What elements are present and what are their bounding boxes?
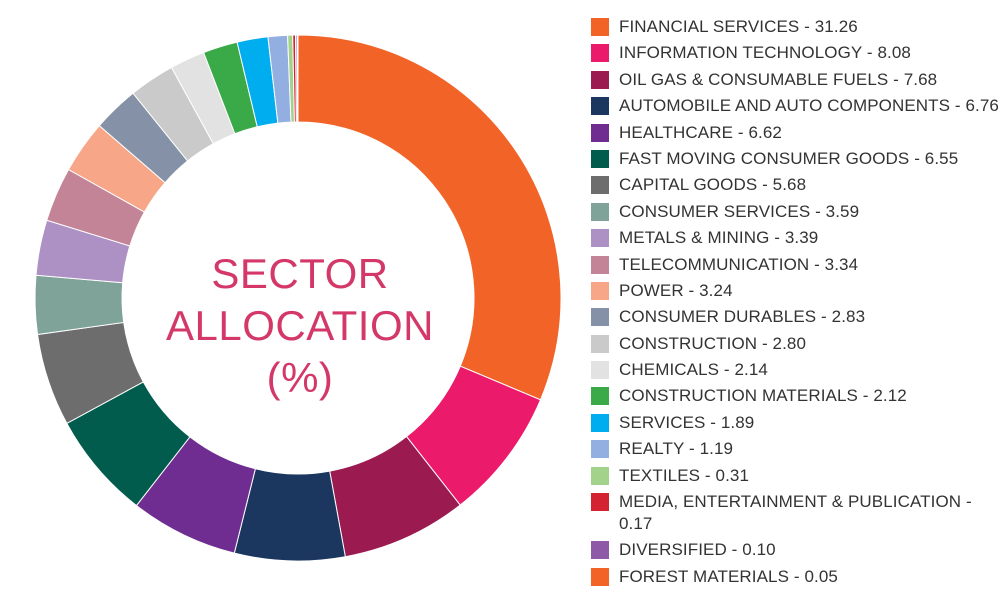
legend-label: CONSTRUCTION MATERIALS - 2.12: [619, 386, 907, 406]
legend-swatch: [591, 334, 609, 353]
legend-item-13: CONSTRUCTION - 2.80: [591, 333, 1001, 355]
legend-swatch: [591, 413, 609, 432]
legend-item-17: REALTY - 1.19: [591, 438, 1001, 460]
legend-swatch: [591, 567, 609, 586]
donut-chart: [34, 34, 562, 562]
legend-swatch: [591, 281, 609, 300]
legend-swatch: [591, 18, 609, 36]
legend-swatch: [591, 255, 609, 274]
legend-item-15: CONSTRUCTION MATERIALS - 2.12: [591, 385, 1001, 407]
legend-item-20: DIVERSIFIED - 0.10: [591, 539, 1001, 561]
legend-item-21: FOREST MATERIALS - 0.05: [591, 566, 1001, 588]
legend-label: POWER - 3.24: [619, 280, 733, 300]
legend-swatch: [591, 361, 609, 380]
legend-swatch: [591, 70, 609, 89]
legend-swatch: [591, 440, 609, 459]
legend-swatch: [591, 493, 609, 512]
legend-swatch: [591, 541, 609, 560]
legend-label: TEXTILES - 0.31: [619, 465, 749, 485]
legend-swatch: [591, 229, 609, 248]
legend-label: REALTY - 1.19: [619, 439, 734, 459]
center-label: SECTOR ALLOCATION (%): [150, 248, 450, 404]
legend-swatch: [591, 202, 609, 221]
legend-label: FINANCIAL SERVICES - 31.26: [619, 17, 858, 36]
legend-item-19: MEDIA, ENTERTAINMENT & PUBLICATION - 0.1…: [591, 491, 1001, 535]
legend-label: OIL GAS & CONSUMABLE FUELS - 7.68: [619, 69, 938, 89]
legend: FINANCIAL SERVICES - 31.26 INFORMATION TE…: [591, 16, 1001, 592]
legend-item-1: FINANCIAL SERVICES - 31.26: [591, 16, 1001, 38]
legend-item-6: FAST MOVING CONSUMER GOODS - 6.55: [591, 148, 1001, 170]
legend-item-14: CHEMICALS - 2.14: [591, 359, 1001, 381]
legend-label: METALS & MINING - 3.39: [619, 228, 819, 248]
legend-item-9: METALS & MINING - 3.39: [591, 227, 1001, 249]
legend-swatch: [591, 149, 609, 168]
legend-label: CONSUMER SERVICES - 3.59: [619, 201, 860, 221]
legend-swatch: [591, 44, 609, 63]
legend-label: TELECOMMUNICATION - 3.34: [619, 254, 859, 274]
legend-label: CHEMICALS - 2.14: [619, 360, 768, 380]
legend-swatch: [591, 387, 609, 406]
legend-label: SERVICES - 1.89: [619, 412, 755, 432]
legend-swatch: [591, 123, 609, 142]
legend-item-4: AUTOMOBILE AND AUTO COMPONENTS - 6.76: [591, 95, 1001, 117]
center-label-line-1: SECTOR: [211, 250, 389, 297]
legend-item-8: CONSUMER SERVICES - 3.59: [591, 201, 1001, 223]
legend-label: INFORMATION TECHNOLOGY - 8.08: [619, 43, 911, 63]
legend-label: FOREST MATERIALS - 0.05: [619, 566, 838, 586]
legend-label: CONSTRUCTION - 2.80: [619, 333, 807, 353]
legend-item-11: POWER - 3.24: [591, 280, 1001, 302]
legend-swatch: [591, 97, 609, 116]
legend-label: FAST MOVING CONSUMER GOODS - 6.55: [619, 148, 959, 168]
legend-item-2: INFORMATION TECHNOLOGY - 8.08: [591, 42, 1001, 64]
legend-item-3: OIL GAS & CONSUMABLE FUELS - 7.68: [591, 69, 1001, 91]
legend-swatch: [591, 176, 609, 195]
legend-item-12: CONSUMER DURABLES - 2.83: [591, 306, 1001, 328]
donut-slice-1: [297, 34, 562, 401]
legend-item-16: SERVICES - 1.89: [591, 412, 1001, 434]
legend-label: CONSUMER DURABLES - 2.83: [619, 307, 866, 327]
legend-item-18: TEXTILES - 0.31: [591, 465, 1001, 487]
legend-item-10: TELECOMMUNICATION - 3.34: [591, 254, 1001, 276]
legend-label: CAPITAL GOODS - 5.68: [619, 175, 807, 195]
legend-swatch: [591, 466, 609, 485]
center-label-line-3: (%): [266, 354, 334, 401]
legend-label: DIVERSIFIED - 0.10: [619, 540, 776, 560]
legend-item-7: CAPITAL GOODS - 5.68: [591, 174, 1001, 196]
legend-item-5: HEALTHCARE - 6.62: [591, 122, 1001, 144]
legend-label: HEALTHCARE - 6.62: [619, 122, 782, 142]
center-label-line-2: ALLOCATION: [166, 302, 434, 349]
legend-label: MEDIA, ENTERTAINMENT & PUBLICATION - 0.1…: [619, 492, 972, 534]
legend-swatch: [591, 308, 609, 327]
donut-slice-21: [296, 34, 299, 123]
legend-label: AUTOMOBILE AND AUTO COMPONENTS - 6.76: [619, 96, 999, 116]
